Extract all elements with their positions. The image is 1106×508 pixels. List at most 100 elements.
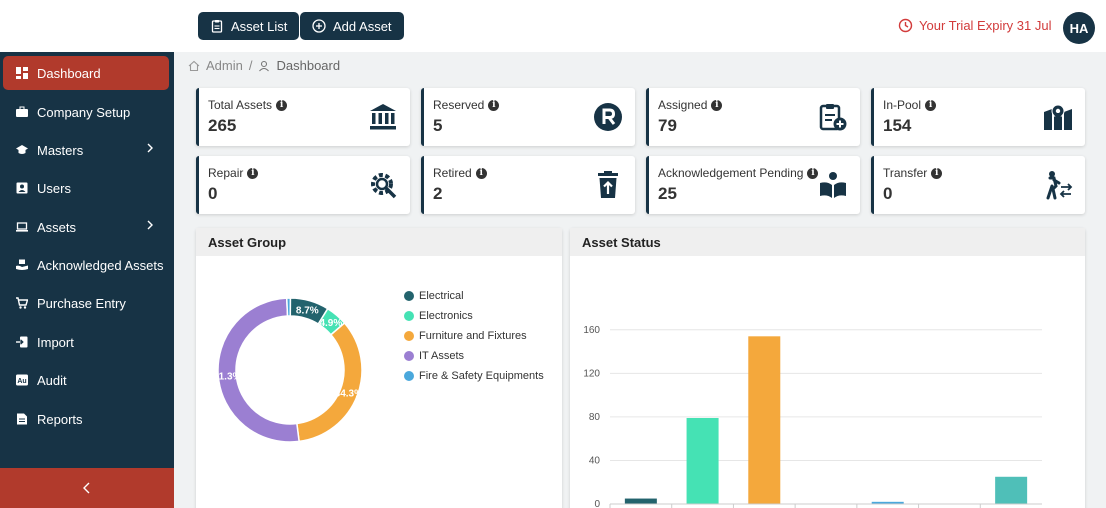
stat-value: 0 (208, 184, 218, 203)
info-icon: i (807, 167, 819, 179)
stat-card-in-pool[interactable]: In-Pool i 154 (871, 88, 1085, 146)
stat-card-retired[interactable]: Retired i 2 (421, 156, 635, 214)
sidebar-item-import[interactable]: Import (3, 325, 169, 359)
stat-card-assigned[interactable]: Assigned i 79 (646, 88, 860, 146)
stat-label: Retired i (433, 166, 487, 180)
user-icon (259, 60, 270, 71)
legend-label: Electrical (419, 290, 464, 302)
info-icon: i (931, 167, 943, 179)
asset-status-panel: Asset Status 04080120160ReservedAssigned… (570, 228, 1085, 508)
stat-card-reserved[interactable]: Reserved i 5 (421, 88, 635, 146)
sidebar: Dashboard Company Setup Masters Users As… (0, 52, 174, 508)
pie-slice-it-assets[interactable] (217, 297, 300, 443)
stat-card-transfer[interactable]: Transfer i 0 (871, 156, 1085, 214)
y-tick-label: 160 (583, 325, 600, 336)
bar-in-pool[interactable] (748, 336, 781, 504)
stat-label: Acknowledgement Pending i (658, 166, 819, 180)
info-icon: i (276, 99, 288, 111)
box-hand-icon (16, 259, 28, 270)
info-icon: i (247, 167, 259, 179)
reserved-icon (594, 103, 622, 131)
legend-swatch (404, 311, 414, 321)
stat-value: 2 (433, 184, 443, 203)
sidebar-item-label: Masters (37, 142, 84, 158)
add-asset-label: Add Asset (333, 18, 392, 34)
report-icon (17, 413, 27, 425)
sidebar-item-acknowledged-assets[interactable]: Acknowledged Assets (3, 248, 169, 282)
stat-value: 154 (883, 116, 912, 135)
asset-list-label: Asset List (231, 18, 288, 34)
panel-title: Asset Group (196, 228, 562, 256)
sidebar-collapse-button[interactable] (0, 468, 174, 508)
audit-icon: Au (16, 374, 28, 386)
legend-label: IT Assets (419, 350, 465, 362)
stat-label: Transfer i (883, 166, 943, 180)
info-icon: i (488, 99, 500, 111)
stat-card-total-assets[interactable]: Total Assets i 265 (196, 88, 410, 146)
info-icon: i (475, 167, 487, 179)
legend-item[interactable]: Fire & Safety Equipments (404, 366, 544, 386)
asset-group-panel: Asset Group 8.7% 4.9% 34.3% 51.3% Electrica… (196, 228, 562, 508)
legend-item[interactable]: IT Assets (404, 346, 544, 366)
breadcrumb-separator: / (248, 58, 253, 73)
stat-value: 0 (883, 184, 893, 203)
y-tick-label: 80 (589, 412, 601, 423)
import-icon (16, 336, 28, 348)
top-bar: Asset List Add Asset Your Trial Expiry 3… (0, 0, 1106, 52)
sidebar-item-label: Purchase Entry (37, 295, 126, 311)
sidebar-item-dashboard[interactable]: Dashboard (3, 56, 169, 90)
breadcrumb: Admin / Dashboard (188, 58, 340, 73)
stat-label: Repair i (208, 166, 259, 180)
user-card-icon (16, 182, 28, 194)
asset-list-button[interactable]: Asset List (198, 12, 300, 40)
sidebar-item-audit[interactable]: Au Audit (3, 363, 169, 397)
bar-assigned[interactable] (686, 417, 719, 504)
chevron-left-icon (83, 482, 90, 494)
legend-item[interactable]: Electrical (404, 286, 544, 306)
bar-retired[interactable] (871, 501, 904, 504)
bar-acknowledge[interactable] (995, 476, 1028, 504)
sidebar-item-label: Audit (37, 372, 67, 388)
chevron-right-icon (147, 143, 153, 153)
pie-slice-fire-safety-equipments[interactable] (285, 297, 292, 317)
chevron-right-icon (147, 220, 153, 230)
avatar[interactable]: HA (1063, 12, 1095, 44)
clipboard-plus-icon (819, 104, 847, 131)
add-asset-button[interactable]: Add Asset (300, 12, 404, 40)
sidebar-item-assets[interactable]: Assets (3, 210, 169, 244)
legend-label: Electronics (419, 310, 473, 322)
sidebar-item-purchase-entry[interactable]: Purchase Entry (3, 286, 169, 320)
legend-swatch (404, 351, 414, 361)
breadcrumb-current: Dashboard (276, 58, 341, 73)
legend-item[interactable]: Furniture and Fixtures (404, 326, 544, 346)
stat-card-repair[interactable]: Repair i 0 (196, 156, 410, 214)
legend-swatch (404, 371, 414, 381)
pie-slice-label: 51.3% (213, 371, 241, 382)
sidebar-item-company-setup[interactable]: Company Setup (3, 95, 169, 129)
trial-expiry: Your Trial Expiry 31 Jul (898, 18, 1051, 33)
home-icon (188, 60, 200, 71)
breadcrumb-root[interactable]: Admin (206, 58, 243, 73)
stat-card-acknowledgement-pending[interactable]: Acknowledgement Pending i 25 (646, 156, 860, 214)
briefcase-icon (16, 106, 28, 117)
svg-text:Au: Au (17, 378, 26, 385)
trial-text: Your Trial Expiry 31 Jul (919, 18, 1052, 33)
legend-item[interactable]: Electronics (404, 306, 544, 326)
sidebar-item-label: Import (37, 334, 74, 350)
sidebar-item-reports[interactable]: Reports (3, 402, 169, 436)
clock-icon (898, 18, 913, 33)
pie-slice-furniture-and-fixtures[interactable] (295, 321, 363, 443)
stat-label: Total Assets i (208, 98, 288, 112)
book-reader-icon (820, 172, 846, 198)
sidebar-item-masters[interactable]: Masters (3, 133, 169, 167)
legend-label: Fire & Safety Equipments (419, 370, 544, 382)
sidebar-item-label: Reports (37, 411, 83, 427)
trash-up-icon (598, 171, 618, 198)
y-tick-label: 0 (594, 499, 600, 508)
pie-slice-label: 4.9% (319, 318, 342, 329)
sidebar-item-users[interactable]: Users (3, 171, 169, 205)
stat-label: Assigned i (658, 98, 723, 112)
info-icon: i (711, 99, 723, 111)
bar-reserved[interactable] (624, 498, 657, 504)
person-transfer-icon (1046, 171, 1073, 200)
